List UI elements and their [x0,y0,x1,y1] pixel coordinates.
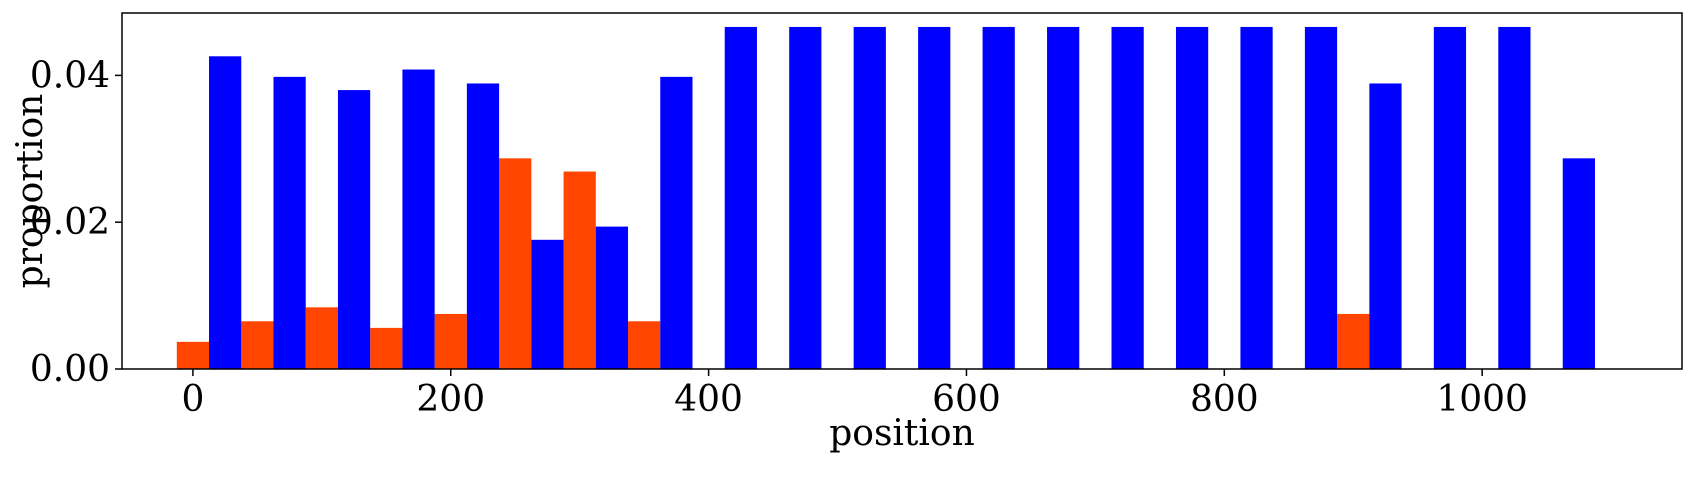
bar-series-2-525 [853,26,886,370]
bar-series-1-300 [563,171,596,369]
y-axis: 0.00 0.02 0.04 [30,55,122,390]
bars-layer [176,26,1595,370]
y-tick-label: 0.00 [30,349,110,390]
bar-series-2-25 [209,56,242,369]
bar-series-2-725 [1111,26,1144,370]
bar-series-2-925 [1369,83,1402,370]
bar-series-2-275 [531,239,564,369]
bar-series-1-200 [434,313,467,369]
x-axis: 0 200 400 600 800 1000 [181,369,1528,420]
bar-series-2-425 [724,26,757,370]
bar-series-2-875 [1304,26,1338,370]
x-tick-label: 0 [181,379,204,420]
bar-series-1-0 [176,341,210,369]
bar-series-1-350 [628,321,661,369]
bar-series-1-50 [241,321,274,369]
bar-series-2-225 [466,83,500,370]
bar-series-2-125 [337,90,371,369]
bar-series-1-100 [305,307,338,369]
bar-series-2-75 [273,76,306,369]
bar-series-2-825 [1240,26,1273,370]
bar-series-2-775 [1175,26,1209,370]
x-tick-label: 400 [674,379,743,420]
bar-series-2-375 [660,76,693,369]
x-tick-label: 600 [932,379,1001,420]
y-tick-label: 0.02 [30,202,110,243]
bar-series-2-975 [1433,26,1467,370]
bar-series-1-250 [499,158,532,369]
bar-series-1-900 [1337,313,1370,369]
x-tick-label: 800 [1190,379,1259,420]
x-tick-label: 1000 [1436,379,1528,420]
bar-series-2-325 [595,226,629,369]
bar-series-2-175 [402,69,435,369]
bar-series-2-1075 [1562,158,1595,369]
y-tick-label: 0.04 [30,55,110,96]
x-tick-label: 200 [416,379,485,420]
bar-series-2-625 [982,26,1015,370]
bar-series-2-575 [918,26,951,370]
plot-area-frame [121,12,1683,370]
bar-series-1-150 [370,327,403,369]
bar-series-2-675 [1047,26,1080,370]
bar-series-2-1025 [1498,26,1531,370]
bar-series-2-475 [789,26,822,370]
x-axis-label: position [829,413,975,454]
y-axis-label: proportion [10,94,51,289]
